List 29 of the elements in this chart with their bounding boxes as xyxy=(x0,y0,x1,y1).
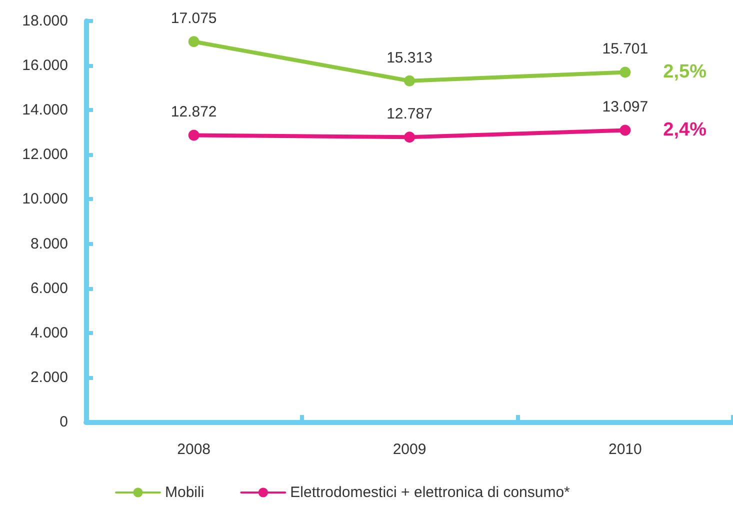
y-tick-label: 8.000 xyxy=(30,235,68,252)
y-tick-label: 18.000 xyxy=(22,12,68,30)
data-label: 13.097 xyxy=(602,98,648,116)
legend-label: Elettrodomestici + elettronica di consumo* xyxy=(290,484,570,501)
y-tick-label: 14.000 xyxy=(22,102,68,119)
point xyxy=(620,124,631,136)
y-tick-label: 16.000 xyxy=(22,57,68,74)
y-tick-label: 6.000 xyxy=(30,280,68,297)
data-label: 15.313 xyxy=(386,49,432,66)
point xyxy=(404,132,415,143)
annotation: 2,4% xyxy=(663,120,707,141)
point xyxy=(188,36,200,48)
point xyxy=(404,75,415,86)
y-tick-label: 4.000 xyxy=(30,324,68,342)
data-label: 12.872 xyxy=(170,104,217,121)
point xyxy=(620,66,631,78)
data-label: 12.787 xyxy=(386,106,432,123)
data-label: 15.701 xyxy=(602,40,648,58)
data-label: 17.075 xyxy=(170,10,217,28)
point xyxy=(188,130,200,141)
y-tick-label: 10.000 xyxy=(22,190,68,208)
x-tick-label: 2009 xyxy=(392,441,426,458)
annotation: 2,5% xyxy=(663,62,707,83)
y-tick-label: 12.000 xyxy=(22,146,68,164)
y-tick-label: 0 xyxy=(60,414,68,430)
x-tick-label: 2010 xyxy=(608,441,642,458)
x-tick-label: 2008 xyxy=(177,441,211,458)
y-tick-label: 2.000 xyxy=(30,368,68,386)
legend-label: Mobili xyxy=(165,484,204,501)
